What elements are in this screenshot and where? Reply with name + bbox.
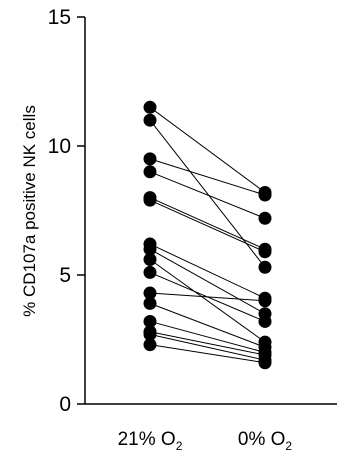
data-point — [143, 165, 157, 179]
data-point — [143, 338, 157, 352]
points — [143, 100, 272, 370]
pair-lines — [149, 106, 266, 364]
pair-line — [149, 259, 266, 343]
data-point — [143, 100, 157, 114]
pair-line — [149, 106, 266, 193]
pair-line — [149, 158, 266, 196]
pair-line — [149, 248, 266, 315]
pair-line — [149, 320, 266, 353]
data-point — [143, 314, 157, 328]
pair-line — [149, 292, 266, 302]
data-point — [258, 294, 272, 308]
pair-line — [149, 243, 266, 299]
pair-line — [149, 199, 266, 253]
y-ticks: 0 5 10 15 — [48, 6, 85, 416]
data-point — [258, 356, 272, 370]
data-point — [143, 152, 157, 166]
pair-line — [149, 197, 266, 250]
data-point — [258, 211, 272, 225]
data-point — [143, 113, 157, 127]
y-tick-label: 0 — [59, 393, 71, 416]
pair-line — [149, 119, 266, 268]
y-tick-label: 5 — [59, 264, 71, 287]
y-tick-label: 15 — [48, 6, 71, 29]
data-point — [143, 242, 157, 256]
pair-line — [149, 171, 266, 219]
data-point — [143, 193, 157, 207]
pair-line — [149, 331, 266, 356]
data-point — [143, 286, 157, 300]
data-point — [143, 296, 157, 310]
x-category-label: 0% O2 — [238, 429, 293, 453]
data-point — [258, 260, 272, 274]
data-point — [143, 327, 157, 341]
pair-line — [149, 302, 266, 348]
data-point — [258, 188, 272, 202]
pair-line — [149, 333, 266, 361]
data-point — [143, 265, 157, 279]
y-axis-title: % CD107a positive NK cells — [20, 105, 39, 317]
data-point — [143, 253, 157, 267]
data-point — [258, 314, 272, 328]
x-categories: 21% O2 0% O2 — [118, 429, 293, 453]
pair-line — [149, 344, 266, 364]
data-point — [258, 245, 272, 259]
y-tick-label: 10 — [48, 135, 71, 158]
x-category-label: 21% O2 — [118, 429, 183, 453]
